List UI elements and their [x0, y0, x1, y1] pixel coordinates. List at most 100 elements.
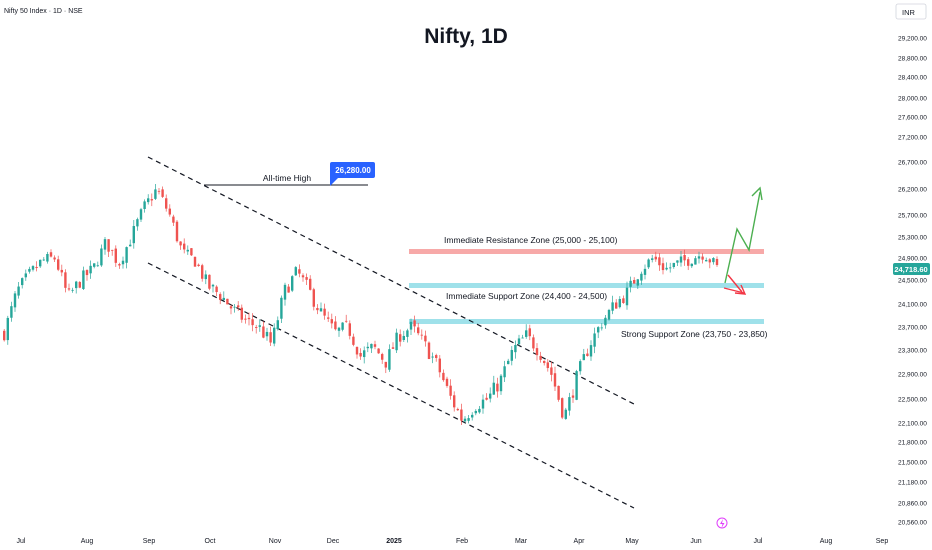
candle-body	[489, 393, 492, 399]
support-zone-band	[409, 283, 764, 288]
candle-body	[258, 325, 261, 327]
x-tick-label: Nov	[269, 538, 282, 545]
candle-body	[247, 317, 251, 320]
candle-body	[510, 349, 513, 361]
candle-body	[687, 259, 690, 266]
candle-body	[478, 408, 481, 413]
candle-body	[71, 289, 74, 291]
candle-body	[287, 286, 290, 293]
candle-body	[244, 318, 247, 320]
x-tick-label: Aug	[81, 538, 94, 545]
candle-body	[672, 262, 675, 268]
candle-body	[301, 275, 305, 278]
candle-body	[463, 418, 467, 422]
candle-body	[640, 273, 643, 281]
time-axis[interactable]: Jul Aug Sep Oct Nov Dec 2025 Feb Mar Apr May Jun Jul…	[17, 538, 889, 545]
candle-body	[291, 276, 294, 291]
candle-body	[13, 293, 17, 308]
y-tick-label: 26,200.00	[898, 187, 927, 194]
candle-body	[10, 306, 13, 318]
symbol-label[interactable]: Nifty 50 Index · 1D · NSE	[4, 8, 83, 15]
currency-label[interactable]: INR	[902, 8, 916, 17]
channel-upper-line	[147, 156, 635, 405]
y-tick-label: 24,500.00	[898, 278, 927, 285]
y-tick-label: 22,900.00	[898, 372, 927, 379]
candle-body	[67, 288, 71, 290]
candle-body	[373, 344, 377, 347]
candle-body	[172, 216, 175, 223]
candle-body	[366, 346, 369, 349]
y-tick-label: 28,000.00	[898, 96, 927, 103]
candle-body	[391, 347, 395, 349]
candle-body	[679, 256, 683, 263]
candle-body	[147, 198, 150, 203]
candle-body	[78, 282, 81, 288]
candle-body	[114, 248, 117, 263]
currency-box[interactable]	[895, 3, 927, 20]
candle-body	[323, 308, 326, 316]
candle-body	[316, 308, 319, 311]
candle-body	[705, 260, 708, 262]
candle-body	[384, 361, 387, 368]
y-tick-label: 20,860.00	[898, 501, 927, 508]
candle-body	[215, 286, 218, 293]
candle-body	[611, 302, 614, 311]
candle-body	[571, 395, 575, 398]
candle-body	[222, 297, 225, 300]
candle-body	[283, 284, 287, 300]
candle-body	[111, 249, 114, 251]
bearish-projection-arrow	[723, 287, 745, 294]
candle-body	[150, 199, 153, 201]
candle-body	[42, 259, 45, 261]
candle-body	[615, 302, 618, 309]
candle-body	[550, 367, 553, 375]
candle-body	[633, 279, 636, 284]
candle-body	[82, 270, 85, 290]
candle-body	[715, 258, 719, 266]
x-tick-label: Apr	[574, 538, 586, 545]
candle-body	[381, 354, 384, 360]
price-axis[interactable]: 29,200.00 28,800.00 28,400.00 28,000.00 27,6…	[898, 36, 927, 527]
candle-body	[157, 190, 161, 192]
y-tick-label: 22,100.00	[898, 421, 927, 428]
candle-body	[161, 189, 164, 197]
candle-body	[431, 356, 434, 358]
candle-body	[629, 280, 632, 287]
candle-body	[460, 409, 463, 421]
candle-body	[46, 254, 49, 262]
candle-body	[60, 269, 63, 273]
candle-body	[528, 328, 531, 337]
y-tick-label: 28,800.00	[898, 56, 927, 63]
candle-body	[204, 274, 207, 280]
candle-body	[586, 353, 589, 357]
candle-body	[129, 244, 132, 247]
candle-body	[355, 346, 359, 355]
candle-body	[492, 382, 495, 395]
candle-body	[193, 256, 197, 267]
y-tick-label: 24,100.00	[898, 302, 927, 309]
candle-body	[604, 317, 607, 326]
candle-body	[712, 258, 715, 263]
candle-body	[17, 286, 20, 296]
candle-body	[24, 273, 27, 278]
candle-body	[503, 366, 506, 378]
candle-body	[168, 208, 171, 215]
y-tick-label: 29,200.00	[898, 36, 927, 43]
y-tick-label: 22,500.00	[898, 397, 927, 404]
candle-body	[57, 259, 60, 270]
candle-body	[370, 343, 373, 349]
candle-body	[665, 267, 668, 270]
y-tick-label: 23,300.00	[898, 348, 927, 355]
support-zone-label: Immediate Support Zone (24,400 - 24,500)	[446, 291, 607, 301]
candle-body	[471, 414, 474, 418]
x-tick-label: Aug	[820, 538, 833, 545]
candle-body	[507, 360, 510, 365]
candle-body	[525, 330, 528, 337]
candle-body	[327, 317, 330, 319]
candle-body	[49, 252, 53, 257]
candle-body	[427, 342, 431, 359]
candle-body	[420, 334, 423, 336]
candle-body	[424, 335, 427, 342]
candle-body	[496, 383, 499, 392]
